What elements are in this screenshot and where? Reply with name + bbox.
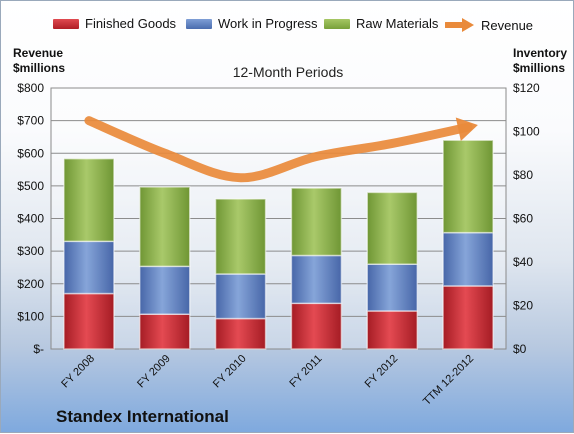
- y-left-tick-label: $200: [17, 277, 44, 291]
- y-left-tick-label: $-: [33, 342, 44, 356]
- bar-work-in-progress: [63, 240, 115, 295]
- y-left-tick-label: $500: [17, 179, 44, 193]
- legend: Finished Goods Work in Progress Raw Mate…: [1, 16, 574, 34]
- chart-subtitle: 12-Month Periods: [232, 64, 344, 80]
- legend-label-raw-materials: Raw Materials: [356, 16, 439, 31]
- y-right-tick-label: $80: [513, 168, 533, 182]
- legend-swatch-finished-goods: [53, 18, 79, 29]
- bar-raw-materials: [63, 157, 115, 243]
- legend-item-revenue: Revenue: [445, 16, 533, 34]
- y-left-tick-label: $100: [17, 309, 44, 323]
- legend-swatch-work-in-progress: [186, 18, 212, 29]
- bar-raw-materials: [290, 187, 343, 257]
- revenue-arrowhead: [455, 117, 478, 141]
- bar-raw-materials: [139, 186, 191, 268]
- x-tick-label: FY 2010: [211, 353, 249, 391]
- y-left-tick-label: $600: [17, 146, 44, 160]
- bar-finished-goods: [63, 292, 115, 350]
- y-right-axis-title: Inventory $millions: [513, 46, 568, 75]
- x-tick-label: FY 2009: [135, 353, 173, 391]
- x-tick-label: FY 2011: [287, 353, 324, 390]
- y-left-tick-label: $300: [17, 244, 44, 258]
- y-left-tick-label: $400: [17, 212, 44, 226]
- legend-item-raw-materials: Raw Materials: [324, 16, 438, 31]
- bar-work-in-progress: [290, 254, 343, 305]
- y-left-axis-title: Revenue $millions: [13, 46, 66, 75]
- legend-item-work-in-progress: Work in Progress: [186, 16, 317, 31]
- company-name: Standex International: [56, 407, 229, 426]
- bar-finished-goods: [442, 285, 494, 350]
- bar-finished-goods: [214, 317, 267, 350]
- legend-label-work-in-progress: Work in Progress: [218, 16, 318, 31]
- bar-finished-goods: [290, 302, 343, 350]
- bar-raw-materials: [214, 198, 267, 275]
- bar-raw-materials: [366, 191, 418, 265]
- y-right-tick-label: $120: [513, 81, 540, 95]
- y-right-tick-label: $60: [513, 212, 533, 226]
- bar-work-in-progress: [214, 273, 267, 320]
- bar-work-in-progress: [442, 231, 494, 287]
- legend-swatch-raw-materials: [324, 18, 350, 29]
- x-tick-label: FY 2012: [363, 353, 401, 391]
- y-left-tick-label: $700: [17, 114, 44, 128]
- bar-finished-goods: [139, 313, 191, 350]
- y-left-tick-label: $800: [17, 81, 44, 95]
- legend-swatch-revenue: [445, 18, 474, 32]
- bar-raw-materials: [442, 139, 494, 234]
- y-right-tick-label: $20: [513, 299, 533, 313]
- revenue-line: [84, 116, 473, 183]
- bar-work-in-progress: [139, 265, 191, 315]
- bar-work-in-progress: [366, 263, 418, 312]
- y-right-tick-label: $100: [513, 125, 540, 139]
- legend-label-revenue: Revenue: [481, 17, 534, 33]
- legend-label-finished-goods: Finished Goods: [85, 16, 177, 31]
- bar-finished-goods: [366, 310, 418, 350]
- legend-item-finished-goods: Finished Goods: [53, 16, 176, 31]
- x-tick-label: TTM 12-2012: [421, 353, 476, 408]
- x-tick-label: FY 2008: [59, 353, 97, 391]
- y-right-tick-label: $40: [513, 255, 533, 269]
- y-right-tick-label: $0: [513, 342, 527, 356]
